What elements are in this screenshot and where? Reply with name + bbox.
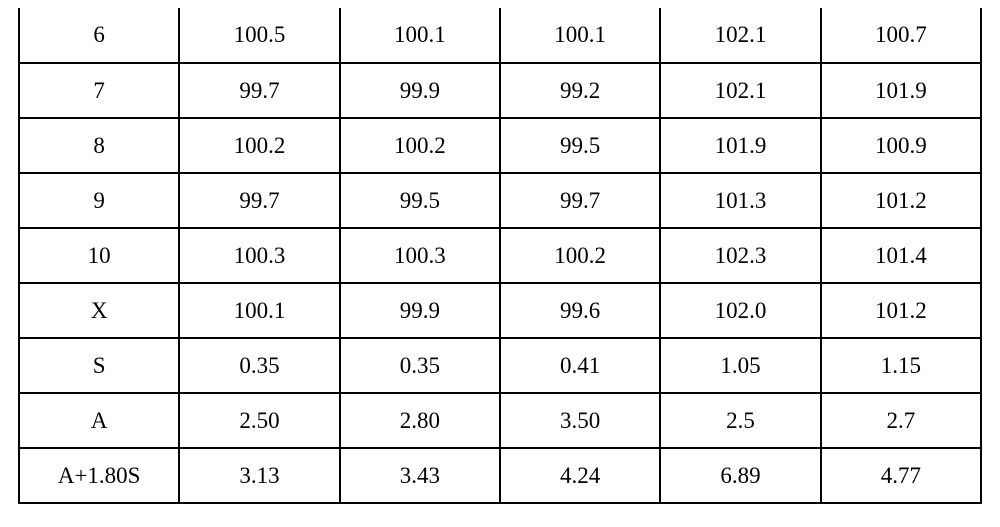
table-cell: A+1.80S [19,448,179,503]
table-cell: 101.4 [821,228,981,283]
table-cell: 100.2 [340,118,500,173]
table-cell: 99.2 [500,63,660,118]
table-cell: S [19,338,179,393]
table-cell: 1.05 [660,338,820,393]
table-cell: 2.50 [179,393,339,448]
table-cell: 100.2 [179,118,339,173]
table-cell: 4.77 [821,448,981,503]
table-cell: 100.3 [340,228,500,283]
table-cell: 0.35 [340,338,500,393]
table-cell: 101.2 [821,283,981,338]
table-cell: 8 [19,118,179,173]
table-cell: 100.7 [821,8,981,63]
table-cell: 99.7 [179,173,339,228]
table-cell: 2.7 [821,393,981,448]
table-row: 9 99.7 99.5 99.7 101.3 101.2 [19,173,981,228]
table-cell: 102.3 [660,228,820,283]
table-cell: 99.5 [500,118,660,173]
table-row: A+1.80S 3.13 3.43 4.24 6.89 4.77 [19,448,981,503]
table-cell: 3.13 [179,448,339,503]
table-cell: 9 [19,173,179,228]
table-cell: 7 [19,63,179,118]
table-cell: 102.1 [660,8,820,63]
table-cell: 3.50 [500,393,660,448]
table-cell: 101.9 [821,63,981,118]
table-cell: 102.0 [660,283,820,338]
table-cell: 6 [19,8,179,63]
table-row: 7 99.7 99.9 99.2 102.1 101.9 [19,63,981,118]
table-row: S 0.35 0.35 0.41 1.05 1.15 [19,338,981,393]
table-cell: 101.9 [660,118,820,173]
table-cell: 2.5 [660,393,820,448]
table-cell: 0.35 [179,338,339,393]
table-cell: 2.80 [340,393,500,448]
table-cell: 99.6 [500,283,660,338]
table-row: 10 100.3 100.3 100.2 102.3 101.4 [19,228,981,283]
table-cell: 100.9 [821,118,981,173]
table-cell: 102.1 [660,63,820,118]
table-cell: 99.9 [340,283,500,338]
table-cell: 0.41 [500,338,660,393]
table-cell: 100.1 [340,8,500,63]
table-cell: 99.5 [340,173,500,228]
table-cell: 100.1 [500,8,660,63]
table-row: 8 100.2 100.2 99.5 101.9 100.9 [19,118,981,173]
table-cell: 6.89 [660,448,820,503]
table-cell: 99.7 [179,63,339,118]
data-table: 6 100.5 100.1 100.1 102.1 100.7 7 99.7 9… [18,8,982,504]
table-cell: 10 [19,228,179,283]
table-cell: 99.7 [500,173,660,228]
table-cell: A [19,393,179,448]
table-cell: 101.3 [660,173,820,228]
table-cell: 1.15 [821,338,981,393]
table-cell: 100.1 [179,283,339,338]
table-cell: 3.43 [340,448,500,503]
table-cell: 100.2 [500,228,660,283]
table-cell: 99.9 [340,63,500,118]
table-cell: X [19,283,179,338]
table-row: 6 100.5 100.1 100.1 102.1 100.7 [19,8,981,63]
table-cell: 4.24 [500,448,660,503]
table-cell: 101.2 [821,173,981,228]
table-row: A 2.50 2.80 3.50 2.5 2.7 [19,393,981,448]
table-cell: 100.3 [179,228,339,283]
table-cell: 100.5 [179,8,339,63]
table-row: X 100.1 99.9 99.6 102.0 101.2 [19,283,981,338]
